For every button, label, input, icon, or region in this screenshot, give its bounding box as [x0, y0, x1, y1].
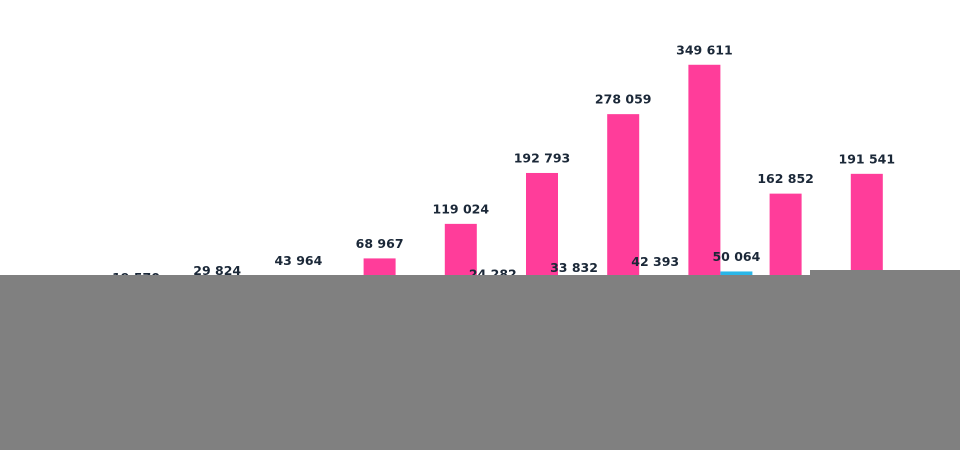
value-label: 43 964	[274, 253, 322, 268]
bar	[688, 64, 721, 307]
overlay	[0, 270, 960, 450]
value-label: 50 064	[712, 249, 760, 264]
value-label: 278 059	[595, 92, 652, 107]
value-label: 119 024	[433, 201, 490, 216]
value-label: 42 393	[631, 254, 679, 269]
value-label: 349 611	[676, 42, 733, 57]
value-label: 33 832	[550, 260, 598, 275]
value-label: 68 967	[356, 236, 404, 251]
bar	[607, 114, 640, 307]
value-label: 162 852	[757, 171, 814, 186]
value-label: 29 824	[193, 263, 241, 278]
value-label: 192 793	[514, 150, 571, 165]
value-label: 191 541	[839, 151, 896, 166]
